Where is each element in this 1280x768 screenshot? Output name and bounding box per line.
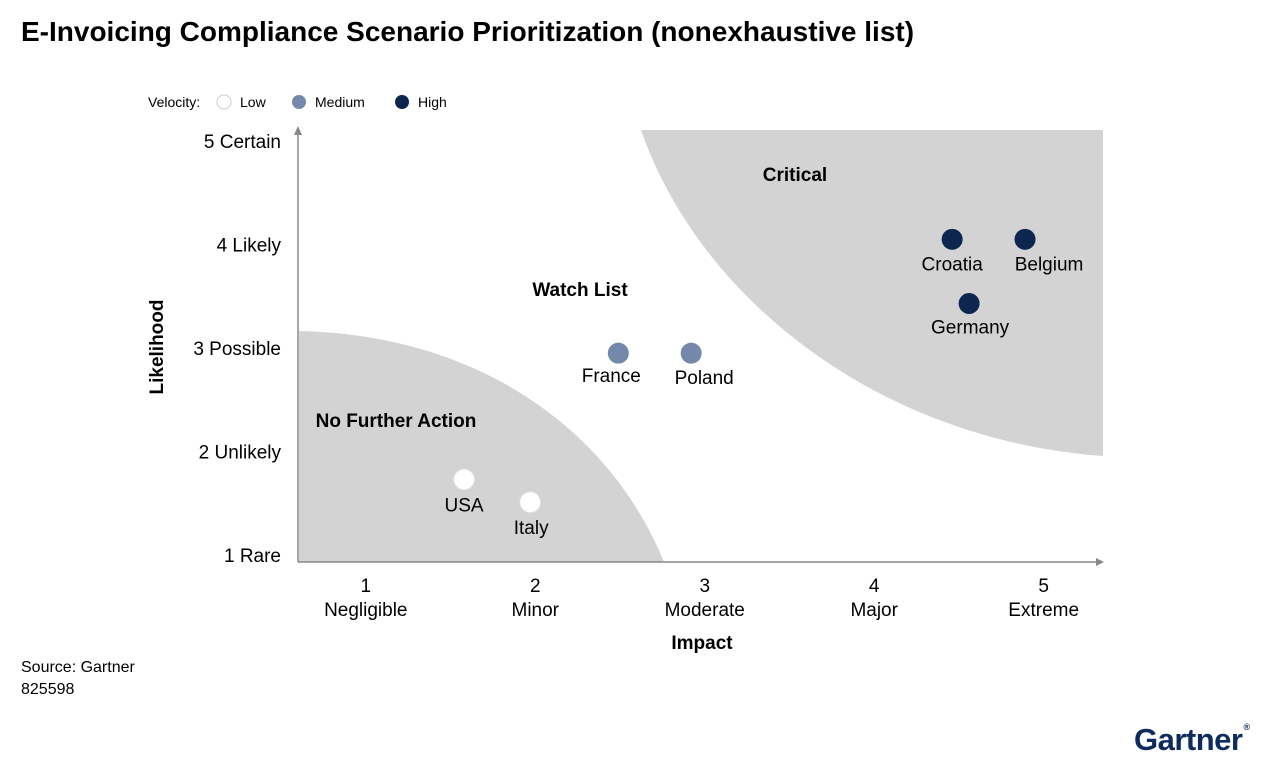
x-tick-label: Negligible [324,600,407,621]
data-label-belgium: Belgium [1015,254,1084,275]
axes-layer: Impact Likelihood [147,126,1104,654]
x-tick-label: Major [850,600,898,621]
data-point-croatia [941,228,963,250]
x-tick-number: 5 [1038,576,1049,597]
data-point-usa [453,468,476,491]
x-axis-title: Impact [671,633,733,654]
gartner-logo: Gartner® [1134,722,1250,758]
legend-label-low: Low [240,94,267,110]
points-layer: USA Italy France Poland Croatia Belgium German… [445,228,1084,539]
y-tick-label: 2 Unlikely [199,443,282,464]
document-id: 825598 [21,681,75,698]
x-axis-arrow [1096,558,1104,566]
zone-label-critical: Critical [763,165,827,186]
legend-label-high: High [418,94,447,110]
x-tick-label: Extreme [1008,600,1079,621]
data-label-usa: USA [445,495,484,516]
data-point-belgium [1014,228,1036,250]
x-tick-label: Minor [512,600,560,621]
y-tick-label: 1 Rare [224,546,281,567]
x-tick-number: 3 [699,576,710,597]
zone-no-further-action [299,331,664,562]
data-point-france [607,342,629,364]
legend-title: Velocity: [148,94,200,110]
zones-layer: No Further Action Watch List Critical [299,130,1103,562]
y-tick-label: 3 Possible [193,339,281,360]
data-label-france: France [582,366,641,387]
x-tick-number: 4 [869,576,880,597]
ticks-layer: 1 Rare 2 Unlikely 3 Possible 4 Likely 5 Cert… [193,132,1079,621]
data-point-germany [958,292,980,314]
x-tick-number: 2 [530,576,541,597]
legend-marker-high [395,95,409,109]
y-tick-label: 4 Likely [217,236,282,257]
legend-label-medium: Medium [315,94,365,110]
y-axis-title: Likelihood [147,300,168,395]
x-tick-number: 1 [361,576,372,597]
logo-text: Gartner [1134,722,1243,757]
zone-label-no-further-action: No Further Action [316,411,477,432]
x-tick-label: Moderate [665,600,745,621]
legend-marker-low [216,94,232,110]
legend-marker-medium [292,95,306,109]
y-tick-label: 5 Certain [204,132,281,153]
zone-critical [641,130,1103,456]
source-block: Source: Gartner 825598 [21,657,135,701]
data-point-italy [519,491,542,514]
data-point-poland [680,342,702,364]
data-label-croatia: Croatia [922,254,984,275]
chart-title: E-Invoicing Compliance Scenario Prioriti… [21,16,915,47]
zone-label-watch-list: Watch List [532,280,628,301]
source-label: Source: Gartner [21,659,135,676]
legend-layer: Velocity: Low Medium High [148,94,447,110]
logo-registered-mark: ® [1243,722,1250,732]
data-label-poland: Poland [675,368,734,389]
data-label-italy: Italy [514,518,549,539]
data-label-germany: Germany [931,317,1010,338]
y-axis-arrow [294,126,302,135]
